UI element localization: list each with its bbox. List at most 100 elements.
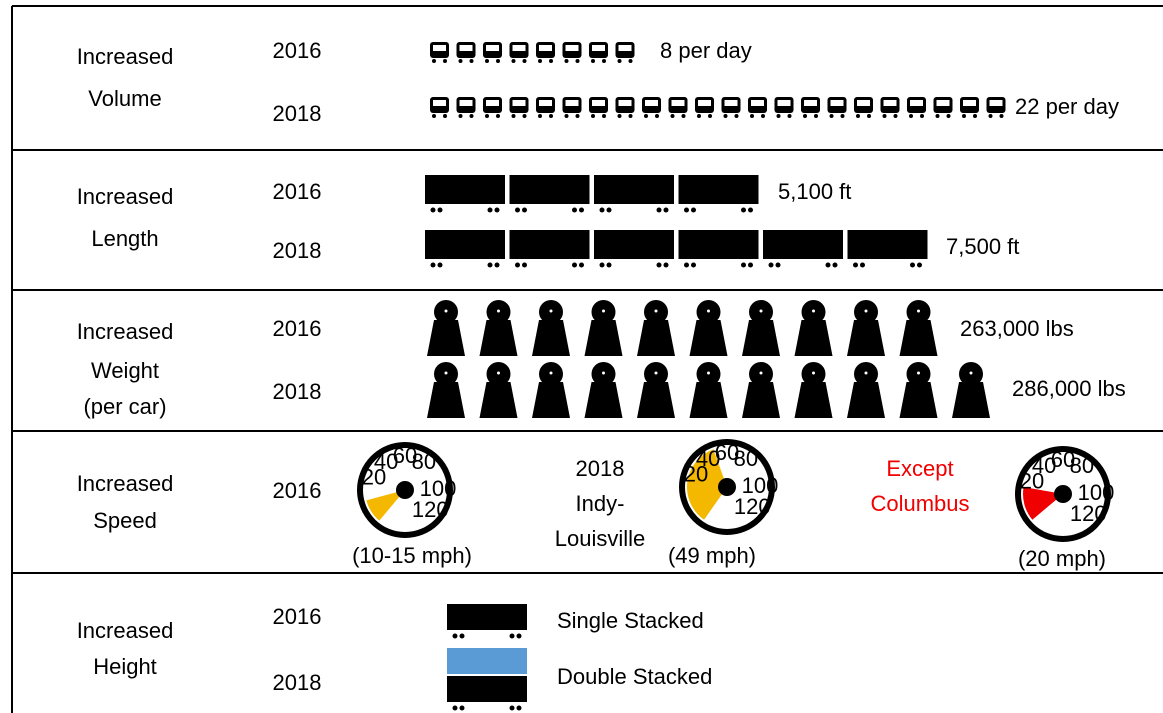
wheel	[459, 705, 465, 711]
wheel	[656, 207, 662, 213]
gauge-tick: 100	[1078, 480, 1115, 505]
wheel	[999, 114, 1004, 118]
wheel	[549, 59, 553, 63]
train-window	[433, 45, 446, 51]
gauge-wedge	[366, 490, 405, 521]
year: 2016	[273, 316, 322, 341]
train-window	[751, 100, 764, 106]
train-icon	[933, 97, 953, 118]
gauge-tick: 40	[374, 449, 398, 474]
wheel	[538, 59, 542, 63]
train-window	[883, 100, 897, 106]
wheel	[829, 114, 834, 118]
wheel	[522, 262, 527, 268]
train-icon	[509, 97, 529, 118]
train-window	[512, 45, 526, 51]
gauge-tick: 80	[734, 446, 758, 471]
weight-icon	[899, 300, 938, 356]
car	[509, 230, 590, 259]
train-window	[433, 100, 446, 106]
train-window	[804, 100, 817, 106]
caption: (49 mph)	[668, 543, 756, 568]
row-label: Increased	[77, 44, 174, 69]
value: Single Stacked	[557, 608, 704, 633]
train-icon	[854, 97, 873, 118]
wheel	[684, 262, 689, 268]
wheel	[681, 114, 686, 118]
value: 286,000 lbs	[1012, 376, 1126, 401]
car	[594, 230, 674, 259]
wheel	[511, 59, 516, 63]
train-window	[512, 100, 526, 106]
weight-hole	[444, 371, 448, 375]
gauge-tick: 20	[1020, 469, 1044, 494]
wheel	[496, 59, 500, 63]
gauge-tick: 80	[412, 449, 436, 474]
wheel	[487, 207, 493, 213]
wheel	[988, 114, 993, 118]
wheel	[494, 262, 500, 268]
weight-body	[532, 382, 570, 418]
weight-body	[584, 320, 623, 356]
wheel	[430, 262, 436, 268]
wheel	[572, 262, 577, 268]
wheel	[606, 207, 612, 213]
weight-hole	[549, 309, 553, 313]
train-icon	[509, 42, 529, 63]
wheel	[814, 114, 818, 118]
weight-icon	[742, 300, 780, 356]
wheel	[741, 262, 746, 268]
wheel	[579, 207, 584, 213]
year: 2018	[273, 238, 322, 263]
wheel	[515, 262, 520, 268]
wheel	[750, 114, 754, 118]
row-label: Weight	[91, 358, 159, 383]
car	[763, 230, 843, 259]
weight-body	[637, 382, 675, 418]
gauge-hub	[718, 478, 736, 496]
wheel	[494, 207, 500, 213]
wheel	[860, 262, 865, 268]
wheel	[591, 114, 595, 118]
train-window	[698, 100, 711, 106]
train-icon	[615, 97, 635, 118]
wheel	[599, 207, 605, 213]
train-icon	[880, 97, 900, 118]
weight-icon	[794, 300, 833, 356]
train-window	[777, 100, 791, 106]
train-icon	[562, 42, 582, 63]
car	[678, 175, 759, 204]
wheel	[691, 207, 696, 213]
wheel	[840, 114, 845, 118]
weight-hole	[969, 371, 973, 375]
wheel	[549, 114, 553, 118]
weight-hole	[654, 371, 658, 375]
gauge-tick: 40	[696, 446, 720, 471]
wheel	[496, 114, 500, 118]
row-label: Speed	[93, 508, 157, 533]
weight-hole	[497, 371, 500, 375]
wheel	[591, 59, 595, 63]
weight-body	[847, 320, 885, 356]
weight-hole	[602, 371, 605, 375]
weight-body	[794, 382, 833, 418]
row-label: Increased	[77, 184, 174, 209]
gauge-tick: 20	[684, 462, 708, 487]
gauge-hub	[1054, 485, 1072, 503]
wheel	[538, 114, 542, 118]
year: 2016	[273, 38, 322, 63]
wheel	[825, 262, 831, 268]
wheel	[430, 207, 436, 213]
train-window	[618, 45, 632, 51]
route: Louisville	[555, 526, 646, 551]
weight-body	[742, 382, 780, 418]
wheel	[575, 114, 580, 118]
weight-body	[794, 320, 833, 356]
wheel	[437, 207, 443, 213]
wheel	[962, 114, 966, 118]
value: 22 per day	[1015, 94, 1119, 119]
route: Indy-	[576, 491, 625, 516]
